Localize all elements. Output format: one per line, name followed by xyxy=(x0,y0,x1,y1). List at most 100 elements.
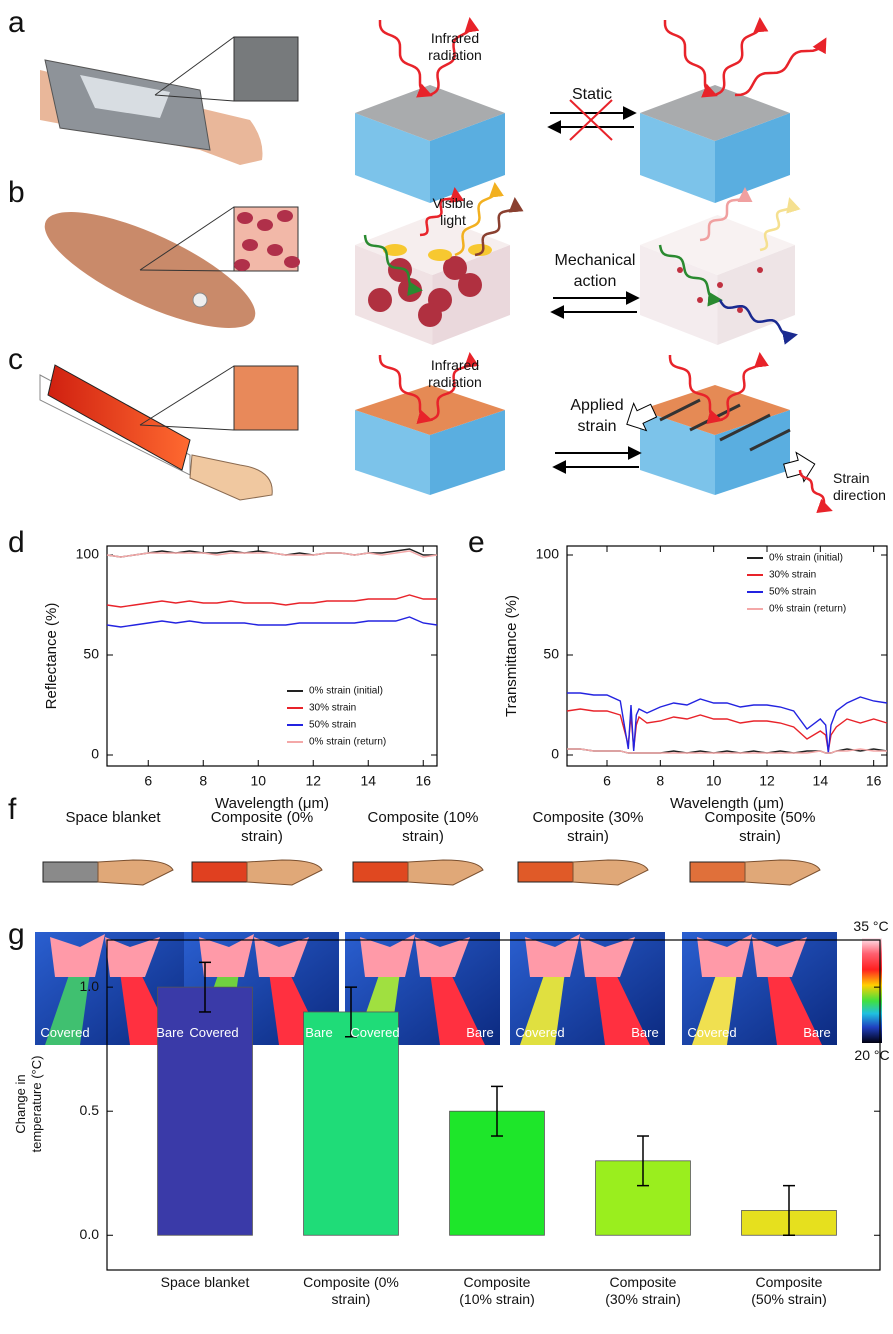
label: Applied strain xyxy=(557,395,637,437)
chromatophore xyxy=(234,259,250,271)
thermal-label: Covered xyxy=(505,1024,575,1041)
composite-sleeve xyxy=(48,365,190,470)
chromatophore xyxy=(428,249,452,261)
x-tick-label: 10 xyxy=(250,773,266,789)
chromatophore xyxy=(267,244,283,256)
sleeve xyxy=(43,862,98,882)
hand xyxy=(745,860,820,885)
label: Infrared radiation xyxy=(415,30,495,64)
plot-frame xyxy=(567,546,887,766)
column-title: Composite (30% strain) xyxy=(528,808,648,846)
column-title: Composite (0% strain) xyxy=(202,808,322,846)
inset xyxy=(234,366,298,430)
x-tick-label: 8 xyxy=(199,773,207,789)
chromatophore xyxy=(717,282,723,288)
x-tick-label: Composite (30% strain) xyxy=(593,1274,693,1308)
y-axis-label: Change in temperature (°C) xyxy=(13,1044,45,1164)
y-tick-label: 50 xyxy=(543,646,559,662)
thermal-label: Bare xyxy=(797,1024,837,1041)
colorbar-label: 35 °C xyxy=(847,918,893,935)
x-tick-label: 6 xyxy=(603,773,611,789)
series-line xyxy=(107,595,437,607)
squid-eye xyxy=(193,293,207,307)
panel-label: e xyxy=(468,528,485,558)
panel-label: f xyxy=(8,795,16,825)
column-title: Composite (10% strain) xyxy=(363,808,483,846)
y-tick-label: 100 xyxy=(536,546,560,562)
thermal-label: Covered xyxy=(179,1024,249,1041)
label: Infrared radiation xyxy=(415,357,495,391)
x-tick-label: Space blanket xyxy=(155,1274,255,1291)
chromatophore xyxy=(368,288,392,312)
x-tick-label: 14 xyxy=(813,773,829,789)
panel-label: g xyxy=(8,920,25,950)
y-axis-label: Transmittance (%) xyxy=(503,595,520,717)
y-tick-label: 0 xyxy=(91,746,99,762)
label: Mechanical action xyxy=(545,250,645,292)
chromatophore xyxy=(237,212,253,224)
light-ray xyxy=(800,470,830,510)
sleeve xyxy=(192,862,247,882)
x-tick-label: 12 xyxy=(305,773,321,789)
legend-label: 0% strain (initial) xyxy=(309,686,383,697)
thermal-label: Bare xyxy=(460,1024,500,1041)
colorbar xyxy=(862,938,882,1043)
zoom-line xyxy=(140,366,234,425)
chromatophore xyxy=(242,239,258,251)
figure: 05010068101214160% strain (initial)30% s… xyxy=(0,0,893,1334)
hand xyxy=(408,860,483,885)
thermal-label: Covered xyxy=(677,1024,747,1041)
thermal-label: Bare xyxy=(299,1024,339,1041)
thermal-label: Bare xyxy=(625,1024,665,1041)
chromatophore xyxy=(284,256,300,268)
y-tick-label: 100 xyxy=(76,546,100,562)
hand xyxy=(573,860,648,885)
y-tick-label: 1.0 xyxy=(80,978,100,994)
x-tick-label: 16 xyxy=(866,773,882,789)
series-line xyxy=(567,693,887,753)
legend-label: 50% strain xyxy=(769,587,816,598)
y-tick-label: 0.0 xyxy=(80,1226,100,1242)
legend-label: 50% strain xyxy=(309,720,356,731)
x-tick-label: 14 xyxy=(360,773,376,789)
panel-label: b xyxy=(8,178,25,208)
zoom-line xyxy=(155,37,234,95)
light-ray xyxy=(735,40,825,95)
series-line xyxy=(567,709,887,751)
panel-label: d xyxy=(8,528,25,558)
x-tick-label: Composite (10% strain) xyxy=(447,1274,547,1308)
light-ray xyxy=(665,20,715,95)
chromatophore xyxy=(277,210,293,222)
x-tick-label: Composite (0% strain) xyxy=(301,1274,401,1308)
chromatophore xyxy=(697,297,703,303)
x-tick-label: 16 xyxy=(415,773,431,789)
colorbar-label: 20 °C xyxy=(848,1047,893,1064)
legend-label: 30% strain xyxy=(769,570,816,581)
y-axis-label: Reflectance (%) xyxy=(43,603,60,710)
x-tick-label: 12 xyxy=(759,773,775,789)
y-tick-label: 0.5 xyxy=(80,1102,100,1118)
chromatophore xyxy=(677,267,683,273)
sleeve xyxy=(518,862,573,882)
column-title: Composite (50% strain) xyxy=(700,808,820,846)
panel-label: a xyxy=(8,8,25,38)
chromatophore xyxy=(737,307,743,313)
y-tick-label: 0 xyxy=(551,746,559,762)
column-title: Space blanket xyxy=(53,808,173,827)
x-tick-label: 10 xyxy=(706,773,722,789)
sleeve xyxy=(690,862,745,882)
inset xyxy=(234,37,298,101)
label: Strain direction xyxy=(833,470,893,504)
x-tick-label: 8 xyxy=(656,773,664,789)
chromatophore xyxy=(757,267,763,273)
x-tick-label: 6 xyxy=(144,773,152,789)
thermal-label: Covered xyxy=(340,1024,410,1041)
label: Static xyxy=(547,86,637,103)
panel-label: c xyxy=(8,345,23,375)
chromatophore xyxy=(257,219,273,231)
legend-label: 0% strain (return) xyxy=(309,737,386,748)
hand xyxy=(190,455,272,500)
x-tick-label: Composite (50% strain) xyxy=(739,1274,839,1308)
y-tick-label: 50 xyxy=(83,646,99,662)
legend-label: 30% strain xyxy=(309,703,356,714)
